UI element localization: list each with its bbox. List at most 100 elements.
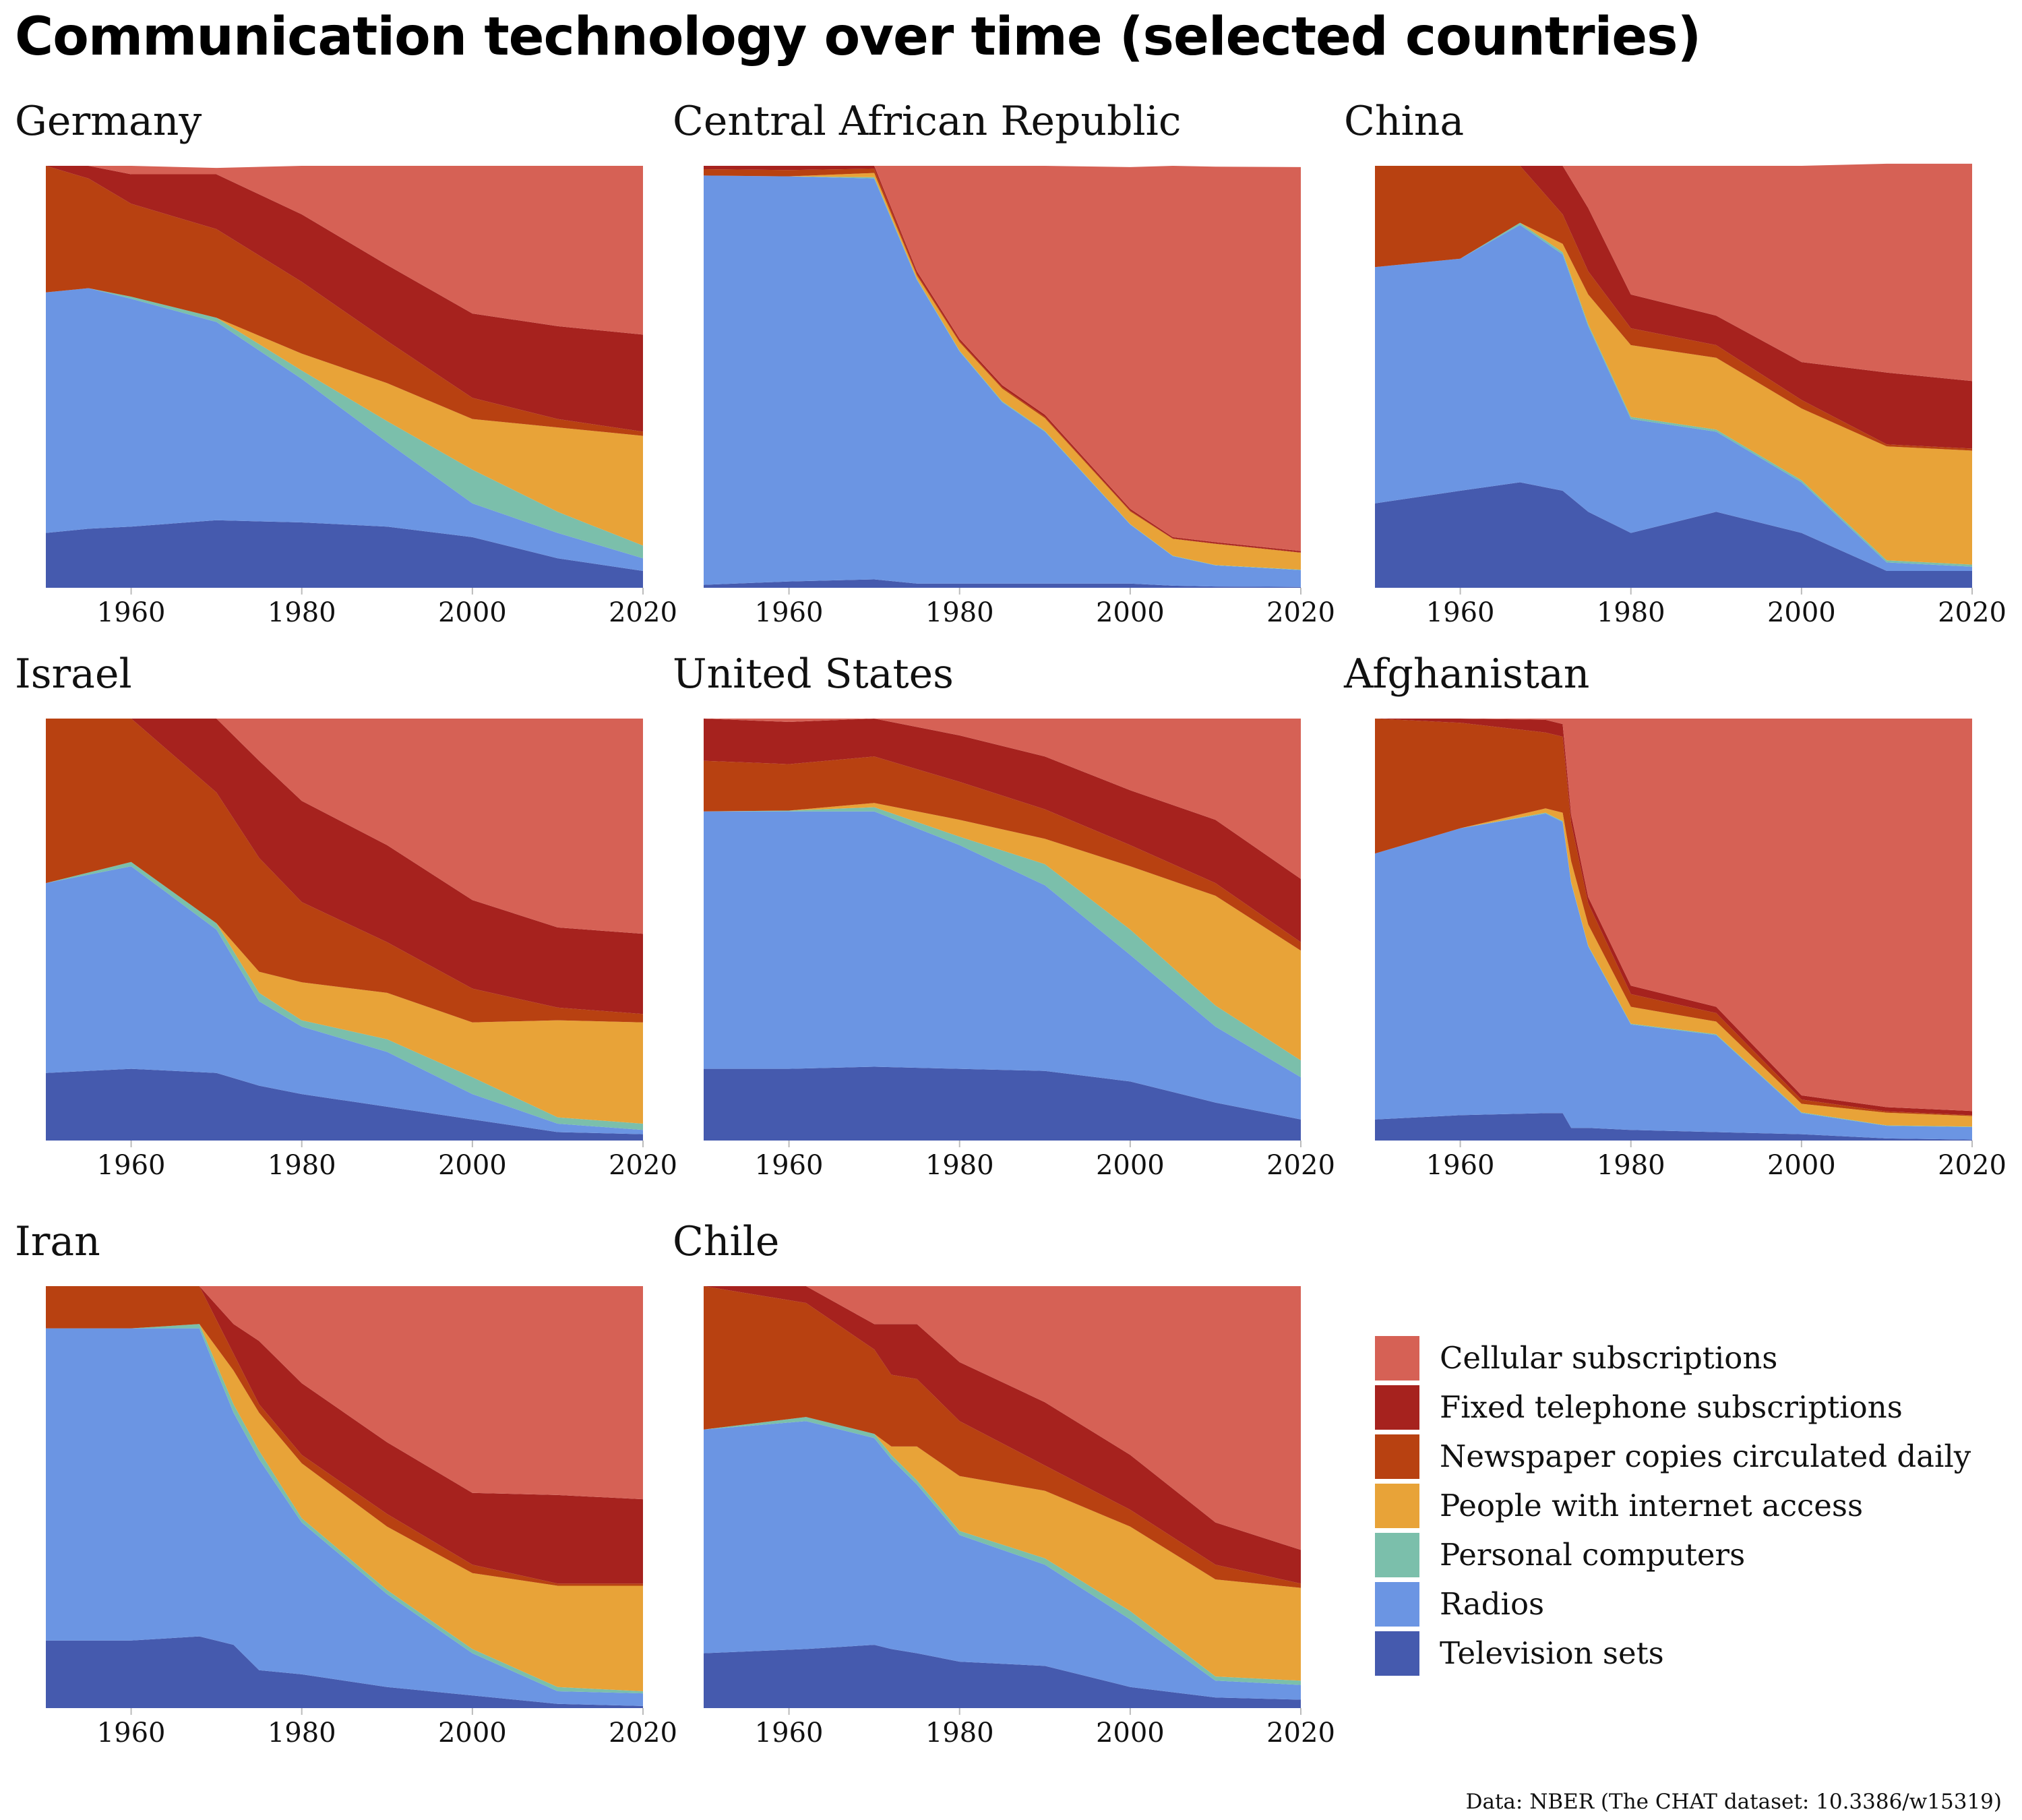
area-cellular-subscriptions	[704, 166, 1301, 551]
area-fixed-telephone-subscriptions	[1375, 166, 1972, 449]
legend-item-personal-computers: Personal computers	[1375, 1530, 2015, 1579]
panel-title: Israel	[15, 650, 132, 698]
x-tick-label: 2000	[1767, 1150, 1836, 1181]
area-newspaper-copies-circulated-daily	[704, 1286, 1301, 1588]
x-tick-label: 2020	[1938, 1150, 2006, 1181]
legend-item-cellular-subscriptions: Cellular subscriptions	[1375, 1333, 2015, 1383]
area-radios	[704, 1421, 1301, 1700]
legend-swatch	[1375, 1483, 1419, 1528]
x-tick-label: 1980	[268, 1718, 336, 1749]
source-note: Data: NBER (The CHAT dataset: 10.3386/w1…	[1465, 1790, 2002, 1814]
chart-title: Communication technology over time (sele…	[15, 7, 1701, 67]
legend-label: People with internet access	[1440, 1488, 1864, 1523]
panel-united-states: United States 1960 1980 2000 2020	[673, 650, 1335, 1181]
legend-label: Newspaper copies circulated daily	[1440, 1438, 1971, 1474]
legend-label: Fixed telephone subscriptions	[1440, 1389, 1903, 1425]
x-tick-label: 1960	[97, 597, 166, 628]
x-tick-label: 1980	[925, 1150, 994, 1181]
area-television-sets	[1375, 1113, 1972, 1141]
panel-iran: Iran 1960 1980 2000 2020	[15, 1218, 677, 1749]
area-fixed-telephone-subscriptions	[46, 166, 643, 432]
x-tick-label: 1960	[97, 1718, 166, 1749]
area-newspaper-copies-circulated-daily	[46, 166, 643, 436]
panel-title: Iran	[15, 1218, 100, 1265]
area-television-sets	[704, 1066, 1301, 1141]
panel-china: China 1960 1980 2000 2020	[1344, 98, 2006, 628]
panel-chile: Chile 1960 1980 2000 2020	[673, 1218, 1335, 1749]
panel-title: Central African Republic	[673, 98, 1181, 145]
panel-title: Germany	[15, 98, 202, 145]
x-tick-label: 1980	[925, 597, 994, 628]
legend-item-radios: Radios	[1375, 1579, 2015, 1629]
area-television-sets	[46, 1068, 643, 1141]
panel-afghanistan: Afghanistan 1960 1980 2000 2020	[1343, 650, 2006, 1181]
area-radios	[1375, 224, 1972, 572]
area-television-sets	[1375, 482, 1972, 588]
area-newspaper-copies-circulated-daily	[46, 1286, 643, 1586]
x-tick-label: 1980	[268, 597, 336, 628]
legend-swatch	[1375, 1434, 1419, 1479]
panel-germany: Germany 1960 1980 2000 2020	[15, 98, 677, 628]
x-tick-label: 2020	[1266, 597, 1335, 628]
legend-item-fixed-telephone-subscriptions: Fixed telephone subscriptions	[1375, 1383, 2015, 1432]
legend-swatch	[1375, 1335, 1419, 1381]
area-radios	[704, 811, 1301, 1120]
area-radios	[46, 866, 643, 1134]
area-cellular-subscriptions	[46, 1286, 643, 1500]
panel-central-african-republic: Central African Republic 1960 1980 2000 2020	[673, 98, 1335, 628]
area-radios	[704, 175, 1301, 587]
x-tick-label: 2000	[438, 597, 507, 628]
area-fixed-telephone-subscriptions	[704, 719, 1301, 942]
x-tick-label: 2020	[609, 1150, 677, 1181]
area-people-with-internet-access	[46, 288, 643, 546]
x-tick-label: 2020	[1266, 1718, 1335, 1749]
area-radios	[1375, 813, 1972, 1140]
area-fixed-telephone-subscriptions	[46, 1286, 643, 1584]
legend: Cellular subscriptions Fixed telephone su…	[1375, 1333, 2015, 1678]
legend-swatch	[1375, 1532, 1419, 1577]
x-tick-label: 2020	[1938, 597, 2006, 628]
x-tick-label: 2000	[1096, 1150, 1165, 1181]
x-tick-label: 1960	[1426, 597, 1495, 628]
area-people-with-internet-access	[704, 803, 1301, 1061]
panel-title: United States	[673, 650, 954, 698]
panel-title: China	[1344, 98, 1464, 145]
area-people-with-internet-access	[1375, 222, 1972, 565]
x-tick-label: 2000	[438, 1718, 507, 1749]
legend-swatch	[1375, 1385, 1419, 1430]
area-cellular-subscriptions	[1375, 719, 1972, 1112]
x-tick-label: 2020	[609, 597, 677, 628]
area-cellular-subscriptions	[704, 1286, 1301, 1550]
legend-swatch	[1375, 1581, 1419, 1627]
area-television-sets	[46, 1636, 643, 1708]
x-tick-label: 1960	[755, 1718, 824, 1749]
x-tick-label: 2000	[1096, 1718, 1165, 1749]
x-tick-label: 1960	[755, 1150, 824, 1181]
area-personal-computers	[46, 288, 643, 559]
legend-item-television-sets: Television sets	[1375, 1629, 2015, 1678]
legend-label: Cellular subscriptions	[1440, 1340, 1778, 1376]
area-people-with-internet-access	[46, 861, 643, 1124]
legend-item-newspaper-copies-circulated-daily: Newspaper copies circulated daily	[1375, 1432, 2015, 1481]
x-tick-label: 1960	[97, 1150, 166, 1181]
x-tick-label: 1980	[1597, 1150, 1665, 1181]
x-tick-label: 2000	[1096, 597, 1165, 628]
area-personal-computers	[704, 807, 1301, 1078]
area-radios	[46, 288, 643, 571]
x-tick-label: 1980	[268, 1150, 336, 1181]
area-cellular-subscriptions	[1375, 163, 1972, 382]
x-tick-label: 2020	[609, 1718, 677, 1749]
x-tick-label: 2000	[438, 1150, 507, 1181]
area-newspaper-copies-circulated-daily	[1375, 166, 1972, 451]
area-television-sets	[46, 520, 643, 588]
legend-swatch	[1375, 1631, 1419, 1676]
area-television-sets	[704, 579, 1301, 588]
x-tick-label: 2020	[1266, 1150, 1335, 1181]
panel-title: Afghanistan	[1343, 650, 1589, 698]
area-people-with-internet-access	[704, 1417, 1301, 1681]
area-fixed-telephone-subscriptions	[46, 719, 643, 1014]
x-tick-label: 1960	[1426, 1150, 1495, 1181]
area-radios	[46, 1328, 643, 1706]
legend-label: Television sets	[1440, 1635, 1664, 1671]
area-newspaper-copies-circulated-daily	[704, 756, 1301, 951]
